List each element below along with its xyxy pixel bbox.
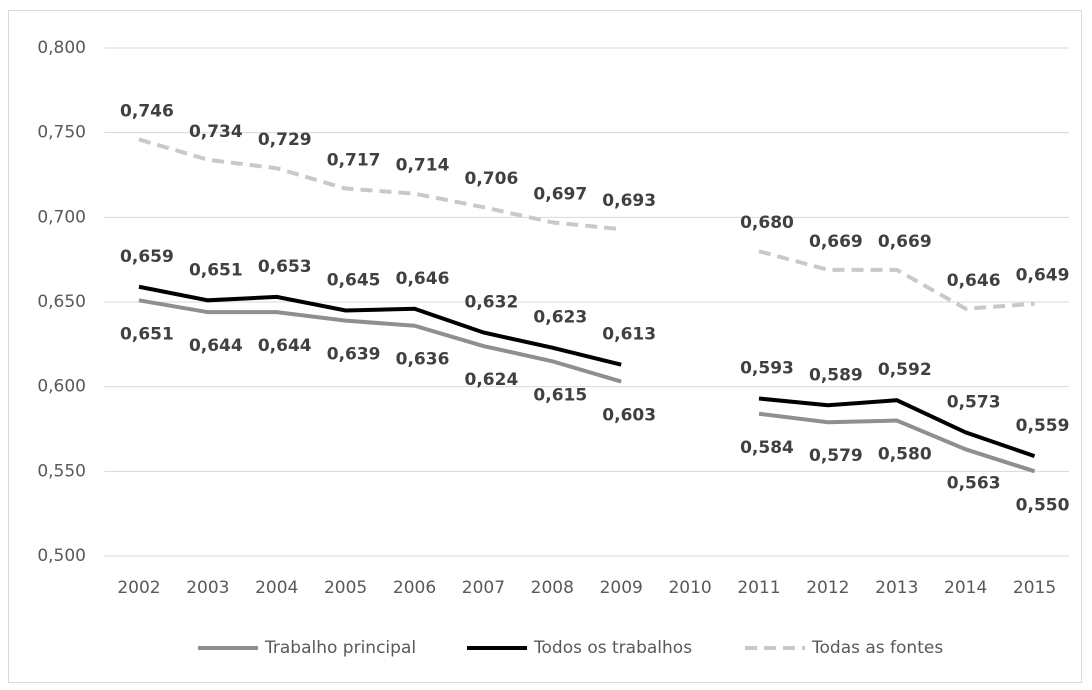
data-label: 0,563: [947, 473, 1001, 493]
x-tick-label: 2013: [875, 578, 918, 598]
data-label: 0,645: [327, 270, 381, 290]
y-tick-label: 0,750: [37, 123, 86, 143]
data-label: 0,615: [533, 385, 587, 405]
data-label: 0,603: [602, 406, 656, 426]
y-tick-label: 0,800: [37, 38, 86, 58]
data-label: 0,653: [258, 257, 312, 277]
series-line: [138, 284, 1036, 458]
data-label: 0,646: [947, 271, 1001, 291]
x-tick-label: 2011: [737, 578, 780, 598]
x-tick-label: 2002: [117, 578, 160, 598]
data-label: 0,592: [878, 360, 932, 380]
x-tick-label: 2007: [462, 578, 505, 598]
data-label: 0,639: [327, 345, 381, 365]
x-tick-label: 2010: [668, 578, 711, 598]
data-label: 0,669: [809, 232, 863, 252]
x-tick-label: 2003: [186, 578, 229, 598]
x-tick-label: 2012: [806, 578, 849, 598]
data-label: 0,697: [533, 184, 587, 204]
y-tick-label: 0,700: [37, 207, 86, 227]
data-label: 0,659: [120, 247, 174, 267]
x-tick-label: 2005: [324, 578, 367, 598]
data-label: 0,680: [740, 213, 794, 233]
data-label: 0,717: [327, 151, 381, 171]
data-label: 0,636: [396, 350, 450, 370]
data-label: 0,593: [740, 359, 794, 379]
x-tick-label: 2014: [944, 578, 987, 598]
data-label: 0,734: [189, 122, 243, 142]
data-label: 0,651: [120, 324, 174, 344]
x-tick-label: 2004: [255, 578, 298, 598]
data-label: 0,559: [1016, 416, 1070, 436]
data-label: 0,644: [189, 336, 243, 356]
data-label: 0,651: [189, 260, 243, 280]
x-tick-label: 2006: [393, 578, 436, 598]
y-tick-label: 0,650: [37, 292, 86, 312]
data-label: 0,669: [878, 232, 932, 252]
data-label: 0,613: [602, 325, 656, 345]
data-label: 0,550: [1016, 495, 1070, 515]
data-label: 0,632: [465, 292, 519, 312]
data-label: 0,649: [1016, 266, 1070, 286]
y-tick-label: 0,550: [37, 461, 86, 481]
y-tick-label: 0,500: [37, 546, 86, 566]
y-tick-label: 0,600: [37, 377, 86, 397]
data-label: 0,729: [258, 130, 312, 150]
data-label: 0,693: [602, 191, 656, 211]
data-label: 0,644: [258, 336, 312, 356]
legend-label: Trabalho principal: [264, 638, 416, 658]
data-label: 0,579: [809, 446, 863, 466]
x-tick-label: 2009: [600, 578, 643, 598]
x-tick-label: 2008: [531, 578, 574, 598]
x-tick-label: 2015: [1013, 578, 1056, 598]
data-label: 0,706: [465, 169, 519, 189]
data-label: 0,573: [947, 392, 1001, 412]
series-line: [138, 298, 1036, 474]
data-label: 0,624: [465, 370, 519, 390]
data-label: 0,580: [878, 445, 932, 465]
legend-label: Todos os trabalhos: [533, 638, 692, 658]
data-label: 0,584: [740, 438, 794, 458]
data-label: 0,623: [533, 308, 587, 328]
data-label: 0,589: [809, 365, 863, 385]
data-label: 0,746: [120, 101, 174, 121]
legend-label: Todas as fontes: [811, 638, 943, 658]
data-label: 0,646: [396, 269, 450, 289]
data-label: 0,714: [396, 156, 450, 176]
series-line: [138, 137, 1035, 311]
